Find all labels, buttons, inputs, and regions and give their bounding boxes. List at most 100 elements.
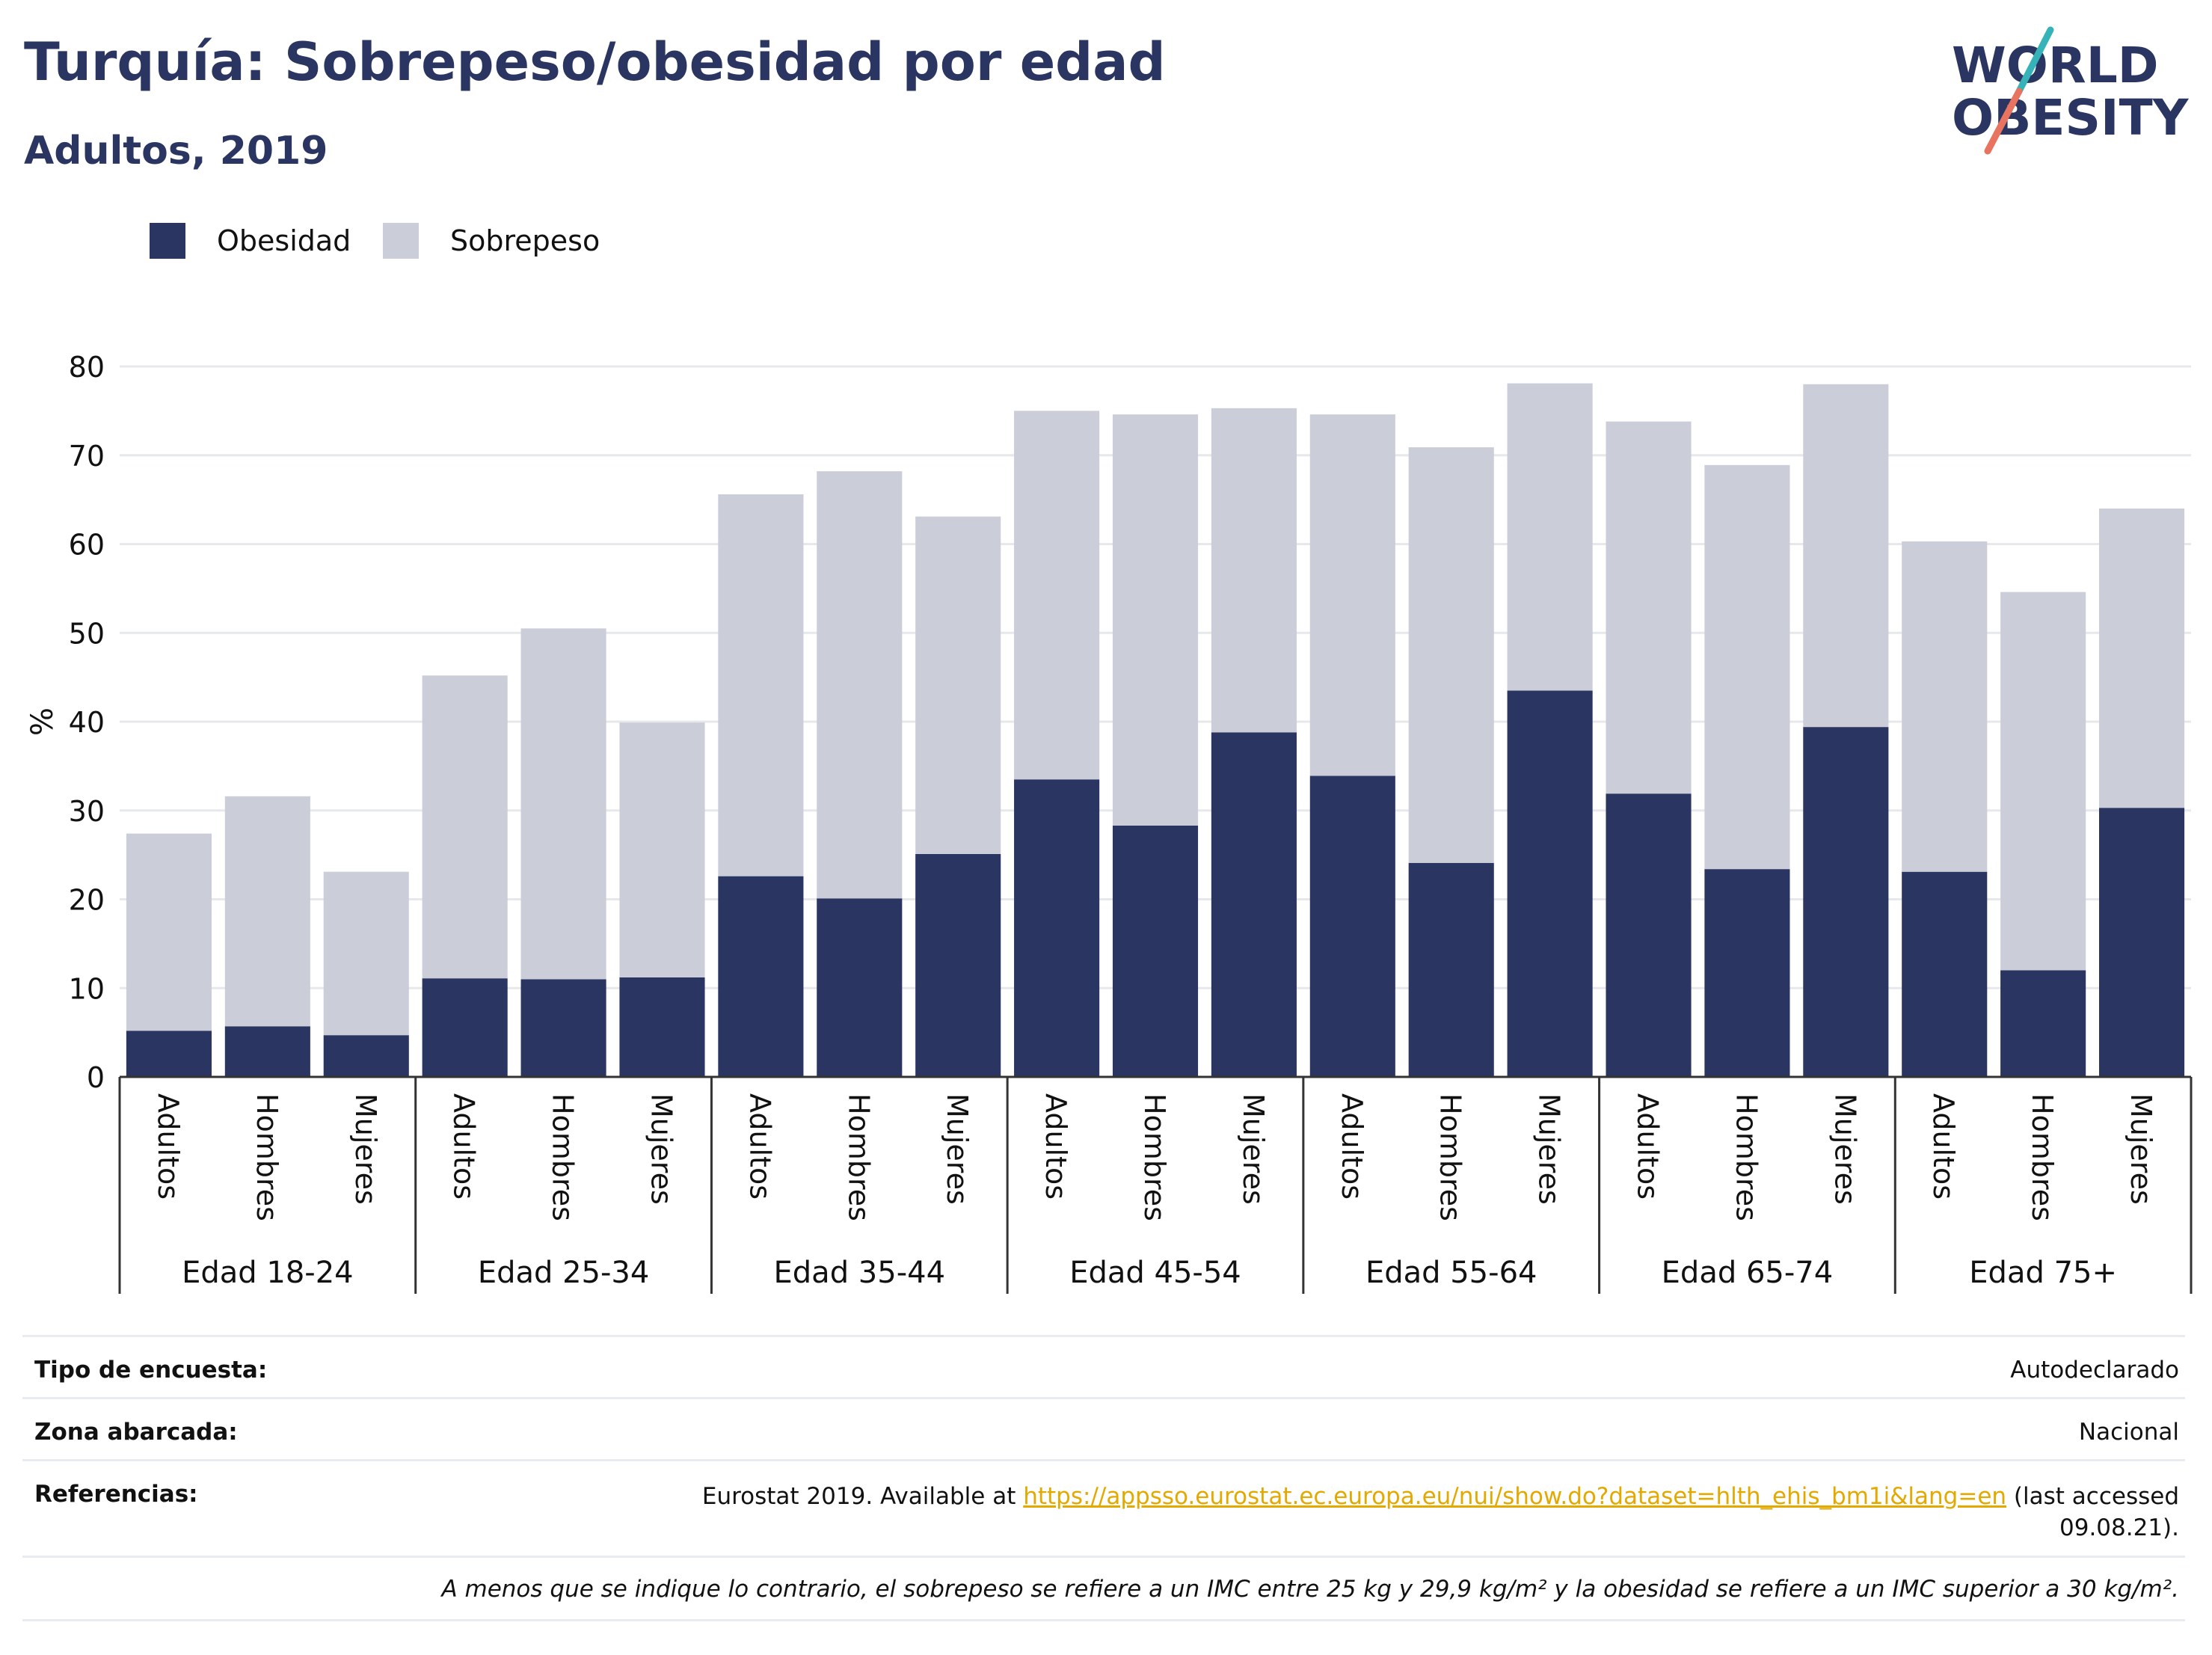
bar-overweight	[1803, 384, 1889, 728]
legend-label-overweight: Sobrepeso	[450, 224, 600, 257]
x-subcategory-label: Mujeres	[1828, 1093, 1861, 1205]
x-subcategory-label: Adultos	[448, 1093, 481, 1200]
info-row-references: Referencias: Eurostat 2019. Available at…	[22, 1459, 2185, 1556]
bar-overweight	[422, 675, 508, 979]
logo-line2: OBESITY	[1952, 89, 2190, 147]
x-subcategory-label: Mujeres	[645, 1093, 678, 1205]
y-tick-label: 40	[69, 706, 105, 739]
definition-note: A menos que se indique lo contrario, el …	[441, 1576, 2179, 1603]
legend-swatch-overweight	[383, 223, 419, 259]
y-tick-label: 20	[69, 884, 105, 917]
x-subcategory-label: Mujeres	[1237, 1093, 1270, 1205]
survey-type-label: Tipo de encuesta:	[34, 1357, 268, 1384]
references-label: Referencias:	[34, 1481, 198, 1508]
bar-obesity	[718, 876, 804, 1077]
info-row-note: A menos que se indique lo contrario, el …	[22, 1556, 2185, 1621]
bar-obesity	[1902, 871, 1988, 1077]
x-subcategory-label: Hombres	[251, 1093, 283, 1221]
bar-overweight	[1507, 383, 1593, 691]
survey-type-value: Autodeclarado	[2010, 1357, 2179, 1384]
bar-obesity	[422, 978, 508, 1077]
x-subcategory-label: Mujeres	[941, 1093, 974, 1205]
bar-overweight	[224, 796, 310, 1027]
x-subcategory-label: Adultos	[743, 1093, 776, 1200]
bar-obesity	[2000, 970, 2086, 1077]
world-obesity-logo: WORLD OBESITY	[1952, 26, 2190, 155]
bar-overweight	[1902, 541, 1988, 872]
bar-obesity	[1211, 732, 1297, 1077]
bar-obesity	[323, 1035, 409, 1077]
references-value: Eurostat 2019. Available at https://apps…	[702, 1481, 2179, 1544]
x-group-label: Edad 35-44	[774, 1256, 946, 1290]
coverage-area-value: Nacional	[2078, 1419, 2179, 1446]
bar-obesity	[520, 979, 606, 1077]
references-date: 09.08.21).	[2059, 1514, 2179, 1541]
bar-overweight	[1606, 421, 1692, 794]
x-subcategory-label: Hombres	[547, 1093, 580, 1221]
x-subcategory-label: Hombres	[2026, 1093, 2059, 1221]
x-subcategory-label: Hombres	[1730, 1093, 1763, 1221]
chart-title: Turquía: Sobrepeso/obesidad por edad	[24, 31, 1166, 93]
bar-obesity	[817, 898, 903, 1077]
references-suffix: (last accessed	[2013, 1483, 2179, 1510]
bar-overweight	[1211, 408, 1297, 733]
bar-overweight	[1112, 414, 1199, 826]
bar-obesity	[1014, 779, 1100, 1077]
legend-swatch-obesity	[150, 223, 185, 259]
bar-obesity	[915, 853, 1001, 1077]
y-tick-label: 30	[69, 795, 105, 828]
y-tick-label: 80	[69, 351, 105, 384]
bar-obesity	[1408, 862, 1494, 1077]
references-prefix: Eurostat 2019. Available at	[701, 1483, 1016, 1510]
x-subcategory-label: Mujeres	[349, 1093, 382, 1205]
logo-teal-stroke	[2015, 26, 2054, 95]
y-tick-label: 0	[87, 1061, 105, 1094]
bar-overweight	[1014, 411, 1100, 780]
y-tick-label: 50	[69, 617, 105, 650]
bar-overweight	[2000, 592, 2086, 971]
x-subcategory-label: Hombres	[842, 1093, 875, 1221]
bar-overweight	[520, 628, 606, 980]
legend-label-obesity: Obesidad	[217, 224, 351, 257]
x-subcategory-label: Adultos	[1927, 1093, 1960, 1200]
x-group-label: Edad 55-64	[1365, 1256, 1537, 1290]
bar-overweight	[323, 871, 409, 1036]
bar-obesity	[1309, 776, 1395, 1077]
x-subcategory-label: Adultos	[1336, 1093, 1368, 1200]
bar-overweight	[817, 471, 903, 899]
bar-obesity	[619, 977, 705, 1077]
bar-obesity	[224, 1026, 310, 1077]
axes: 0 10 20 30 40 50 60 70 80% Adultos Hombres Mujeres A…	[25, 351, 2193, 1294]
bar-obesity	[2098, 808, 2185, 1077]
bar-obesity	[1606, 793, 1692, 1077]
x-subcategory-label: Adultos	[152, 1093, 185, 1200]
stacked-bar-chart: 0 10 20 30 40 50 60 70 80% Adultos Hombres Mujeres A…	[25, 351, 2193, 1294]
bar-overweight	[619, 722, 705, 977]
bar-overweight	[718, 494, 804, 876]
info-table: Tipo de encuesta: Autodeclarado Zona aba…	[22, 1335, 2185, 1621]
bar-overweight	[1309, 414, 1395, 776]
x-subcategory-label: Hombres	[1434, 1093, 1467, 1221]
references-link[interactable]: https://appsso.eurostat.ec.europa.eu/nui…	[1023, 1483, 2007, 1510]
coverage-area-label: Zona abarcada:	[34, 1419, 238, 1446]
x-group-label: Edad 75+	[1969, 1256, 2117, 1290]
bar-obesity	[1507, 690, 1593, 1077]
bar-obesity	[1112, 825, 1199, 1077]
bar-overweight	[2098, 509, 2185, 808]
logo-line1: WORLD	[1952, 37, 2159, 94]
x-subcategory-label: Mujeres	[2125, 1093, 2157, 1205]
x-group-label: Edad 65-74	[1662, 1256, 1834, 1290]
bars	[126, 383, 2185, 1077]
bar-obesity	[1803, 727, 1889, 1077]
y-axis-label: %	[25, 707, 60, 736]
x-group-label: Edad 25-34	[478, 1256, 650, 1290]
info-row-survey: Tipo de encuesta: Autodeclarado	[22, 1335, 2185, 1397]
x-group-label: Edad 45-54	[1069, 1256, 1241, 1290]
logo-coral-stroke	[1984, 87, 2023, 155]
bar-obesity	[126, 1031, 212, 1077]
bar-overweight	[126, 833, 212, 1031]
x-group-label: Edad 18-24	[182, 1256, 354, 1290]
bar-overweight	[915, 516, 1001, 854]
chart-subtitle: Adultos, 2019	[24, 129, 328, 174]
x-subcategory-label: Adultos	[1632, 1093, 1665, 1200]
